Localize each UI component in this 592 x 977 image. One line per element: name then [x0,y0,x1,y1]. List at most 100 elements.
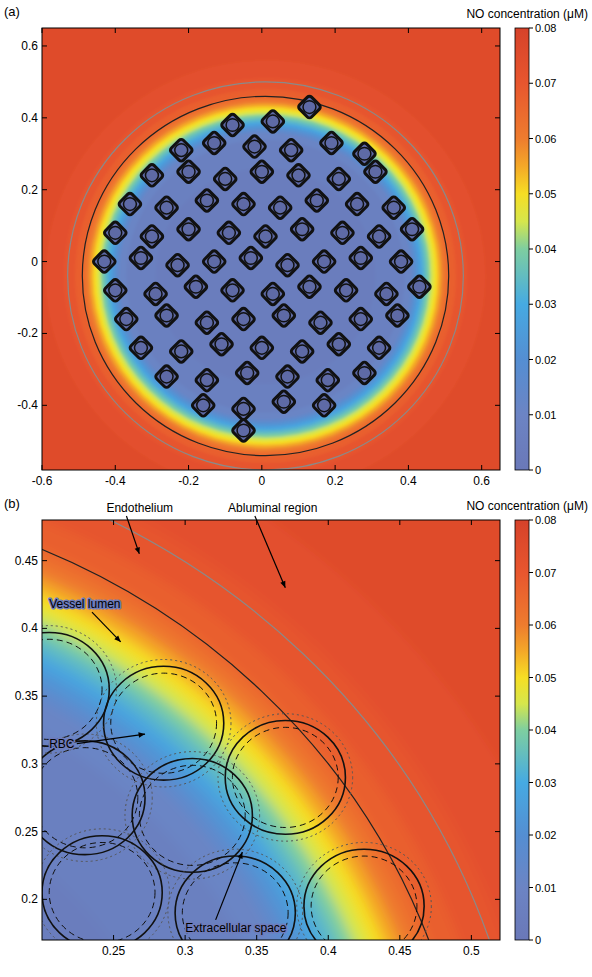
rbc-core [237,198,250,211]
colorbar-tick [529,835,533,836]
rbc [345,192,369,216]
concentration-ring [108,121,423,430]
concentration-ring [64,78,467,470]
concentration-ring [42,615,343,940]
colorbar-tick-label: 0.06 [535,619,556,631]
colorbar-tick [529,414,533,415]
colorbar-tick-label: 0.04 [535,724,556,736]
concentration-ring [42,574,386,940]
rbc-core [373,230,386,243]
x-tick [42,28,43,33]
rbc-core [259,230,272,243]
concentration-ring [112,125,420,427]
y-tick-label: 0.25 [15,825,39,839]
rbc-core [351,198,364,211]
annotation: Endothelium [106,501,173,515]
rbc-membrane [42,639,102,739]
rbc [367,336,391,360]
x-tick-label: 0.2 [327,474,344,488]
annotation: Vessel lumen [49,597,120,611]
colorbar-tick [529,304,533,305]
rbc [231,192,255,216]
concentration-ring [93,107,437,445]
rbc-membrane [182,863,288,940]
colorbar-tick [529,625,533,626]
x-tick-label: 0.5 [463,944,480,958]
plot-area [42,28,500,470]
rbc [290,339,314,363]
x-tick [335,28,336,33]
rbc-core [175,345,188,358]
arrow-head [237,852,242,859]
colorbar-tick-label: 0.02 [535,829,556,841]
x-tick [261,465,262,470]
rbc-core [109,227,122,240]
rbc [279,138,303,162]
colorbar-tick-label: 0.04 [535,243,556,255]
colorbar-tick-label: 0 [535,464,541,476]
x-tick [399,520,400,525]
x-tick-label: 0.35 [245,944,269,958]
colorbar [515,28,529,470]
rbc [275,365,299,389]
panel-label: (b) [4,496,20,511]
colorbar-tick [529,940,533,941]
plot-frame [42,28,500,470]
annotation-arrow [77,734,145,744]
rbc [195,188,219,212]
rbc [334,278,358,302]
x-tick [185,520,186,525]
x-tick-label: 0.3 [177,944,194,958]
rbc [304,849,424,940]
rbc-core [241,367,254,380]
rbc [374,282,398,306]
annotation: RBC [49,737,75,751]
rbc [231,397,255,421]
rbc [202,131,226,155]
colorbar-tick [529,730,533,731]
rbc-outline [42,734,152,861]
rbc [330,221,354,245]
rbc [195,368,219,392]
colorbar-tick-label: 0.08 [535,514,556,526]
y-tick [42,831,47,832]
x-tick [185,935,186,940]
x-tick-label: 0 [258,474,265,488]
rbc [363,160,387,184]
y-tick [495,405,500,406]
rbc-membrane [49,843,155,940]
rbc-core [219,173,232,186]
rbc-core [358,147,371,160]
rbc-core [237,424,250,437]
plot-frame [42,520,500,940]
y-tick [42,899,47,900]
rbc-core [200,194,213,207]
rbc [352,361,376,385]
rbc-core [266,115,279,128]
rbc-core [171,259,184,272]
colorbar-tick-label: 0.03 [535,298,556,310]
colorbar-tick-label: 0.07 [535,77,556,89]
x-tick [113,520,114,525]
rbc [389,250,413,274]
y-tick-label: 0.35 [15,689,39,703]
concentration-ring [42,628,328,940]
panel: 0.250.30.350.40.450.50.20.250.30.350.40.… [0,0,592,977]
concentration-ring [42,520,457,940]
concentration-ring [42,520,500,940]
rbc-core [318,399,331,412]
colorbar-tick-label: 0.01 [535,882,556,894]
concentration-ring [42,601,357,940]
rbc [177,160,201,184]
rbc [118,192,142,216]
rbc [275,253,299,277]
figure: -0.6-0.4-0.200.20.40.6-0.4-0.200.20.40.6… [0,0,592,977]
rbc [169,138,193,162]
rbc-core [354,313,367,326]
rbc-core [160,201,173,214]
y-tick-label: 0.4 [21,621,38,635]
colorbar-tick [529,470,533,471]
rbc [319,131,343,155]
rbc [400,217,424,241]
rbc-outline [42,626,116,753]
